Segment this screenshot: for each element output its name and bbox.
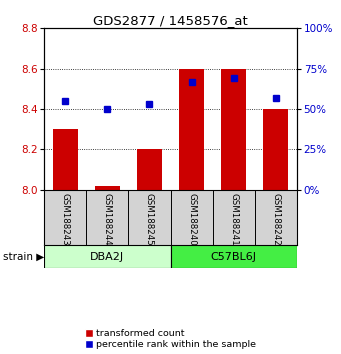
Bar (44, 245, 170, 268)
Bar (263, 109, 288, 190)
Text: C57BL6J: C57BL6J (211, 252, 256, 262)
Bar (170, 245, 297, 268)
Text: GSM188245: GSM188245 (145, 193, 154, 245)
Bar (221, 69, 246, 190)
Text: GSM188243: GSM188243 (61, 193, 70, 245)
Bar (179, 69, 204, 190)
Bar (95, 186, 120, 190)
Title: GDS2877 / 1458576_at: GDS2877 / 1458576_at (93, 14, 248, 27)
Text: GSM188242: GSM188242 (271, 193, 280, 245)
Bar (53, 129, 78, 190)
Legend: transformed count, percentile rank within the sample: transformed count, percentile rank withi… (85, 329, 256, 349)
Text: GSM188241: GSM188241 (229, 193, 238, 245)
Text: DBA2J: DBA2J (90, 252, 124, 262)
Text: GSM188244: GSM188244 (103, 193, 112, 245)
Text: strain ▶: strain ▶ (3, 252, 45, 262)
Bar (137, 149, 162, 190)
Text: GSM188240: GSM188240 (187, 193, 196, 245)
